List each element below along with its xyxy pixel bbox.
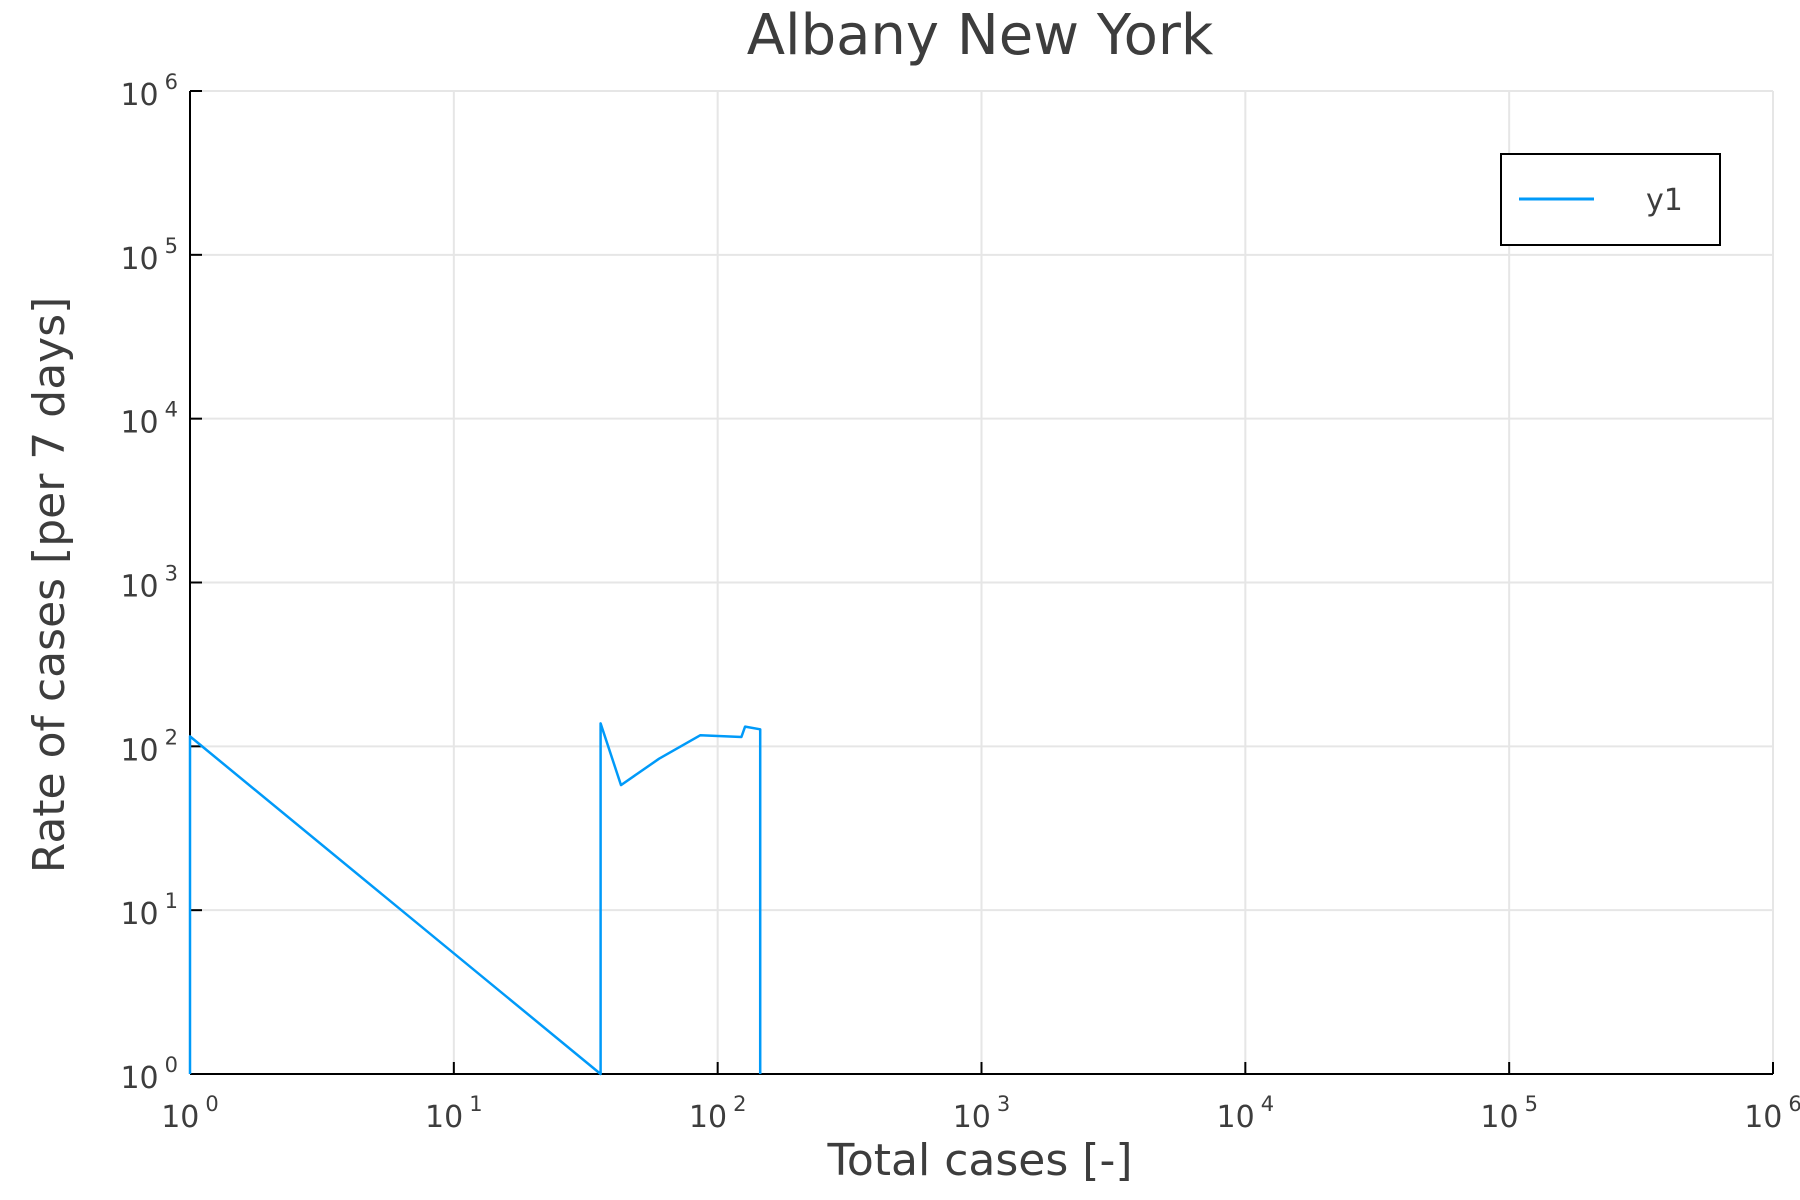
legend-label-y1: y1 xyxy=(1646,183,1683,218)
tick-labels: 10 0 10 1 10 2 10 3 10 4 10 5 10 6 10 0 10 1 10 2 10 3 10 4 10 5 1… xyxy=(120,70,1800,1135)
y-tick-label: 10 2 xyxy=(120,725,178,768)
x-tick-label: 10 3 xyxy=(953,1092,1011,1135)
y-tick-label: 10 3 xyxy=(120,562,178,605)
y-tick-label: 10 0 xyxy=(120,1053,178,1096)
legend: y1 xyxy=(1500,153,1721,246)
grid-lines xyxy=(189,90,1774,1075)
x-tick-label: 10 4 xyxy=(1217,1092,1275,1135)
x-tick-label: 10 6 xyxy=(1744,1092,1800,1135)
y-tick-label: 10 6 xyxy=(120,70,178,113)
x-tick-label: 10 2 xyxy=(689,1092,747,1135)
chart-title: Albany New York xyxy=(747,3,1214,68)
series-layer xyxy=(188,722,762,1076)
x-tick-label: 10 5 xyxy=(1480,1092,1538,1135)
y-axis-label: Rate of cases [per 7 days] xyxy=(24,297,75,874)
x-tick-label: 10 0 xyxy=(161,1092,219,1135)
y-tick-label: 10 5 xyxy=(120,234,178,277)
series-line-y1 xyxy=(188,722,762,1076)
y-tick-label: 10 1 xyxy=(120,889,178,932)
x-axis-label: Total cases [-] xyxy=(826,1135,1132,1186)
y-tick-label: 10 4 xyxy=(120,398,178,441)
x-tick-label: 10 1 xyxy=(425,1092,483,1135)
